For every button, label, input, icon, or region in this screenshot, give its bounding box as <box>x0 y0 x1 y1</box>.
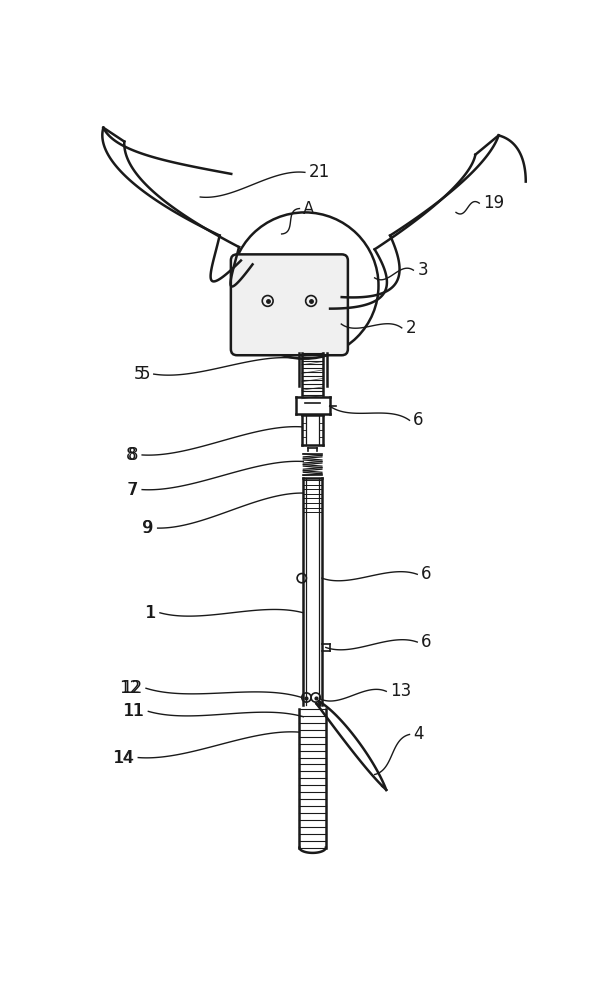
Text: 8: 8 <box>127 446 138 464</box>
Text: 6: 6 <box>421 633 432 651</box>
FancyBboxPatch shape <box>231 254 348 355</box>
Text: 2: 2 <box>406 319 416 337</box>
Text: 5: 5 <box>134 365 145 383</box>
Text: 1: 1 <box>144 604 154 622</box>
Text: 9: 9 <box>143 519 154 537</box>
Text: 21: 21 <box>309 163 330 181</box>
Text: 11: 11 <box>121 702 143 720</box>
Text: 6: 6 <box>421 565 432 583</box>
Text: 14: 14 <box>113 749 134 767</box>
Text: 9: 9 <box>142 519 152 537</box>
Text: 3: 3 <box>417 261 428 279</box>
Text: 13: 13 <box>390 682 411 700</box>
Text: 1: 1 <box>145 604 156 622</box>
Text: 12: 12 <box>121 679 142 697</box>
Text: 11: 11 <box>123 702 145 720</box>
Text: 4: 4 <box>414 725 424 743</box>
Text: 6: 6 <box>414 411 424 429</box>
Text: 19: 19 <box>483 194 504 212</box>
Text: 7: 7 <box>126 481 137 499</box>
Text: A: A <box>303 200 315 218</box>
Text: 8: 8 <box>126 446 137 464</box>
Text: 14: 14 <box>112 749 133 767</box>
Text: 7: 7 <box>127 481 138 499</box>
Text: 5: 5 <box>139 365 150 383</box>
Text: 12: 12 <box>120 679 140 697</box>
